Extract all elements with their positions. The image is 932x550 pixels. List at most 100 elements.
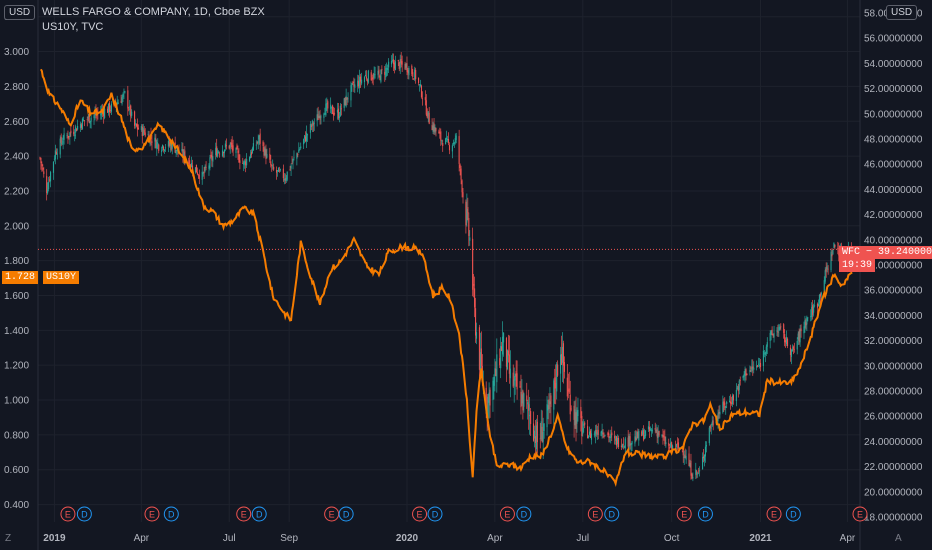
- candle-body: [750, 367, 752, 369]
- candle-body: [164, 147, 167, 149]
- candle-body: [279, 169, 281, 171]
- zoom-reset-button[interactable]: Z: [5, 533, 12, 544]
- candle-body: [135, 123, 137, 125]
- candle-body: [593, 433, 595, 435]
- candle-body: [62, 141, 64, 143]
- candle-body: [452, 142, 454, 145]
- candle-body: [644, 435, 646, 439]
- candle-body: [588, 431, 591, 435]
- candle-body: [695, 469, 697, 475]
- right-tick-label: 44.00000000: [864, 185, 923, 196]
- candle-body: [710, 427, 712, 429]
- candle-body: [191, 165, 194, 170]
- candle-body: [163, 149, 166, 151]
- candle-body: [418, 78, 420, 83]
- candle-body: [561, 346, 564, 363]
- candle-body: [277, 168, 280, 172]
- candle-body: [499, 358, 501, 366]
- candle-body: [183, 151, 185, 158]
- candle-body: [194, 167, 196, 173]
- candle-body: [588, 436, 590, 439]
- candle-body: [137, 127, 140, 130]
- candle-body: [752, 366, 754, 369]
- left-tick-label: 3.000: [4, 47, 29, 58]
- candle-body: [163, 146, 165, 151]
- left-tick-label: 1.200: [4, 361, 29, 372]
- candle-body: [345, 95, 347, 107]
- candle-body: [347, 98, 349, 100]
- candle-body: [284, 178, 286, 180]
- candle-body: [594, 430, 596, 436]
- candle-body: [48, 181, 50, 190]
- candle-body: [658, 431, 660, 436]
- candle-body: [692, 477, 694, 479]
- candle-body: [475, 308, 477, 336]
- candle-body: [408, 67, 410, 76]
- candle-body: [265, 149, 267, 159]
- candle-body: [467, 207, 469, 214]
- dividend-marker-letter: D: [609, 510, 616, 520]
- candle-body: [786, 336, 788, 345]
- dividend-marker: [251, 506, 267, 522]
- candle-body: [602, 432, 604, 435]
- candle-body: [609, 437, 611, 438]
- candle-body: [196, 172, 198, 175]
- candle-body: [352, 81, 354, 84]
- candle-body: [128, 109, 130, 111]
- right-tick-label: 32.00000000: [864, 336, 923, 347]
- candle-body: [299, 148, 301, 150]
- candle-body: [74, 134, 76, 137]
- candle-body: [742, 375, 744, 379]
- candle-body: [485, 387, 487, 414]
- candle-body: [502, 336, 504, 355]
- candle-body: [86, 119, 88, 120]
- candle-body: [513, 379, 515, 386]
- candle-body: [787, 338, 789, 347]
- candle-body: [230, 141, 232, 145]
- left-tick-label: 2.600: [4, 117, 29, 128]
- candle-body: [46, 176, 48, 194]
- left-tick-label: 1.400: [4, 326, 29, 337]
- candle-body: [63, 133, 65, 140]
- candle-body: [87, 115, 89, 119]
- time-axis-ticks: 2019 Apr Jul Sep 2020 Apr Jul Oct 2021 Apr: [43, 533, 856, 544]
- candle-body: [617, 437, 620, 447]
- candle-body: [310, 125, 312, 127]
- candle-body: [157, 143, 159, 145]
- candle-body: [209, 157, 211, 168]
- earnings-marker-letter: E: [329, 510, 335, 520]
- candle-body: [455, 135, 457, 140]
- candle-body: [384, 71, 386, 75]
- candle-body: [474, 288, 476, 308]
- candle-body: [170, 144, 172, 150]
- candle-body: [824, 270, 826, 282]
- candle-body: [218, 151, 220, 153]
- time-tick-label: 2021: [749, 533, 772, 544]
- candle-body: [197, 174, 199, 176]
- candle-body: [271, 165, 273, 166]
- candle-body: [547, 405, 549, 411]
- candle-body: [762, 350, 764, 366]
- candle-body: [56, 153, 58, 155]
- left-currency-button[interactable]: USD: [4, 5, 36, 20]
- candle-body: [296, 153, 298, 159]
- candle-body: [122, 94, 124, 98]
- left-tick-label: 1.600: [4, 291, 29, 302]
- candle-body: [142, 128, 144, 136]
- candle-body: [766, 342, 768, 347]
- candle-body: [628, 435, 630, 448]
- candle-body: [536, 421, 538, 442]
- candle-body: [792, 346, 794, 349]
- candle-body: [147, 134, 149, 136]
- candle-body: [580, 406, 582, 419]
- candle-body: [726, 401, 728, 404]
- candle-body: [426, 113, 428, 118]
- candle-body: [596, 432, 598, 435]
- candle-body: [232, 145, 234, 151]
- candle-body: [252, 143, 254, 151]
- right-currency-button[interactable]: USD: [886, 5, 918, 20]
- auto-scale-button[interactable]: A: [895, 533, 902, 544]
- earnings-marker: [412, 506, 428, 522]
- candle-body: [503, 332, 505, 343]
